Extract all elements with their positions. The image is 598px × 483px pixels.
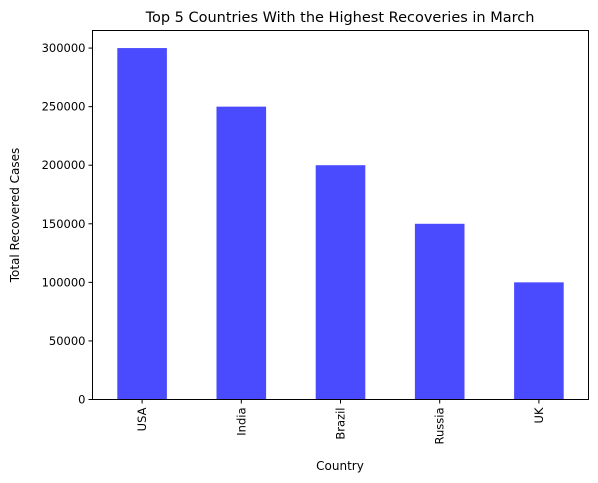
x-tick-label: India (234, 408, 248, 436)
x-tick-label: USA (135, 407, 149, 431)
y-tick-label: 0 (78, 393, 85, 407)
bar-uk (514, 282, 564, 399)
y-axis-ticks: 0 50000 100000 150000 200000 250000 300000 (42, 41, 93, 406)
y-tick-label: 100000 (42, 275, 86, 289)
x-axis-label: Country (316, 459, 364, 473)
bar-brazil (316, 165, 366, 399)
x-tick-label: Brazil (334, 408, 348, 440)
y-tick-label: 50000 (49, 334, 86, 348)
y-tick-label: 250000 (42, 100, 86, 114)
bars-group (117, 48, 563, 399)
x-tick-label: UK (532, 407, 546, 423)
bar-russia (415, 224, 465, 400)
y-tick-label: 200000 (42, 158, 86, 172)
bar-india (217, 107, 267, 400)
x-axis-ticks: USA India Brazil Russia UK (135, 400, 546, 445)
y-axis-label: Total Recovered Cases (8, 148, 22, 284)
bar-usa (117, 48, 167, 399)
chart-title: Top 5 Countries With the Highest Recover… (145, 10, 535, 26)
y-tick-label: 150000 (42, 217, 86, 231)
x-tick-label: Russia (433, 408, 447, 445)
y-tick-label: 300000 (42, 41, 86, 55)
